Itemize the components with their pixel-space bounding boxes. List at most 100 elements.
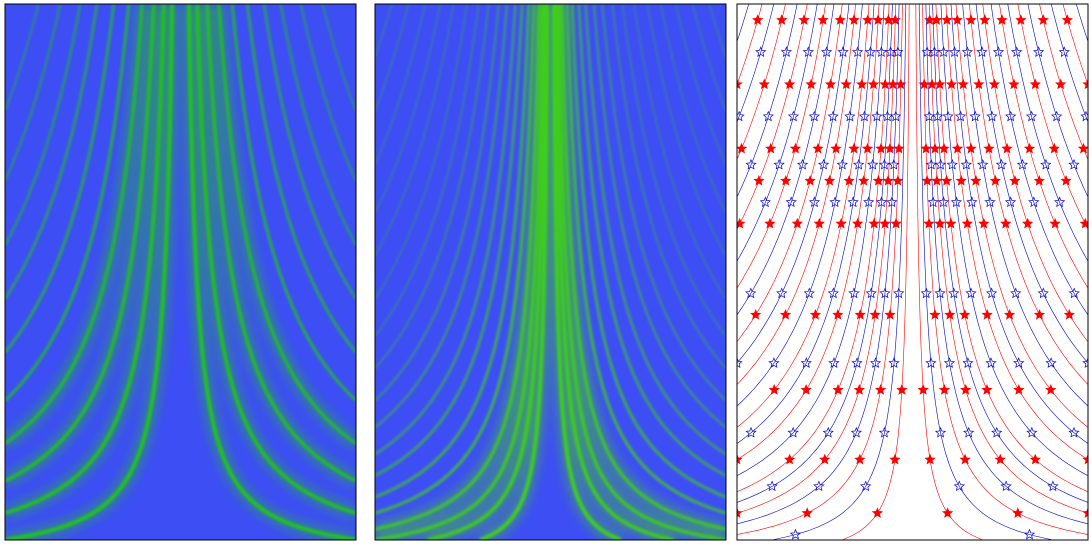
- star-marker: [925, 158, 937, 170]
- star-marker: [784, 453, 796, 465]
- star-marker: [979, 14, 991, 25]
- star-marker: [1026, 426, 1038, 438]
- star-marker: [1051, 110, 1063, 122]
- curve: [737, 4, 835, 316]
- star-marker: [889, 453, 901, 465]
- star-marker: [869, 357, 882, 368]
- star-marker: [809, 308, 822, 320]
- star-marker: [737, 357, 743, 368]
- star-marker: [977, 158, 989, 170]
- curve: [737, 4, 885, 476]
- star-marker: [948, 287, 960, 299]
- ridge: [5, 4, 82, 246]
- star-marker: [759, 196, 771, 208]
- star-marker: [965, 142, 977, 154]
- star-marker: [824, 174, 836, 186]
- star-marker: [752, 14, 764, 25]
- curve: [737, 4, 900, 525]
- star-marker: [1012, 507, 1024, 518]
- star-marker: [863, 196, 875, 208]
- star-marker: [1068, 158, 1080, 170]
- star-marker: [951, 142, 964, 154]
- star-marker: [890, 217, 902, 229]
- star-marker: [820, 46, 833, 58]
- star-marker: [832, 383, 844, 395]
- star-marker: [1028, 196, 1040, 208]
- star-marker: [962, 357, 974, 368]
- star-marker: [989, 174, 1001, 186]
- star-marker: [765, 142, 777, 154]
- ridge: [375, 4, 536, 515]
- curve: [969, 4, 1088, 385]
- star-marker: [970, 174, 982, 186]
- star-marker: [931, 110, 944, 122]
- star-marker: [852, 217, 864, 229]
- star-marker: [875, 46, 888, 58]
- star-marker: [994, 453, 1006, 465]
- star-marker: [848, 142, 860, 154]
- curve: [737, 4, 843, 342]
- star-marker: [1047, 480, 1059, 492]
- star-marker: [941, 507, 954, 518]
- ridge: [375, 4, 524, 477]
- ridge: [551, 4, 622, 540]
- star-marker: [780, 46, 792, 58]
- star-marker: [1000, 217, 1012, 229]
- star-marker: [879, 217, 891, 229]
- star-marker: [1055, 78, 1067, 90]
- star-marker: [921, 174, 933, 186]
- ridge: [5, 4, 144, 445]
- star-marker: [929, 308, 941, 320]
- star-marker: [750, 308, 762, 320]
- curve: [975, 4, 1088, 364]
- star-marker: [937, 196, 950, 208]
- ridge: [375, 4, 531, 499]
- star-marker: [981, 383, 993, 395]
- ridge: [262, 4, 356, 300]
- star-marker: [867, 78, 880, 90]
- star-marker: [847, 196, 859, 208]
- star-marker: [937, 46, 950, 58]
- ridge: [5, 4, 131, 402]
- star-marker: [986, 110, 998, 122]
- star-marker: [872, 14, 884, 25]
- star-marker: [884, 46, 897, 58]
- star-marker: [785, 196, 797, 208]
- star-marker: [875, 142, 887, 154]
- star-marker: [837, 46, 849, 58]
- star-marker: [888, 357, 900, 368]
- curve: [772, 4, 907, 540]
- star-marker: [1010, 287, 1022, 299]
- curve: [737, 4, 856, 385]
- ridge: [5, 4, 116, 354]
- panel-background: [5, 4, 356, 540]
- star-marker: [1082, 453, 1088, 465]
- ridge: [660, 4, 726, 214]
- star-marker: [737, 507, 743, 518]
- star-marker: [931, 174, 943, 186]
- ridge: [230, 4, 356, 402]
- star-marker: [923, 217, 935, 229]
- star-marker: [1022, 217, 1034, 229]
- star-marker: [745, 158, 757, 170]
- star-marker: [938, 142, 950, 154]
- star-marker: [988, 78, 1001, 90]
- star-marker: [805, 78, 817, 90]
- star-marker: [992, 46, 1005, 58]
- star-marker: [776, 14, 788, 25]
- star-marker: [893, 287, 905, 299]
- star-marker: [787, 110, 800, 122]
- star-marker: [853, 383, 865, 395]
- star-marker: [808, 110, 820, 122]
- star-marker: [978, 217, 990, 229]
- star-marker: [843, 174, 855, 186]
- curve: [918, 4, 1053, 540]
- star-marker: [766, 480, 778, 492]
- star-marker: [865, 287, 877, 299]
- star-marker: [976, 46, 988, 58]
- ridge: [375, 4, 500, 402]
- ridge: [5, 4, 175, 540]
- ridge: [577, 4, 726, 477]
- star-marker: [1005, 110, 1017, 122]
